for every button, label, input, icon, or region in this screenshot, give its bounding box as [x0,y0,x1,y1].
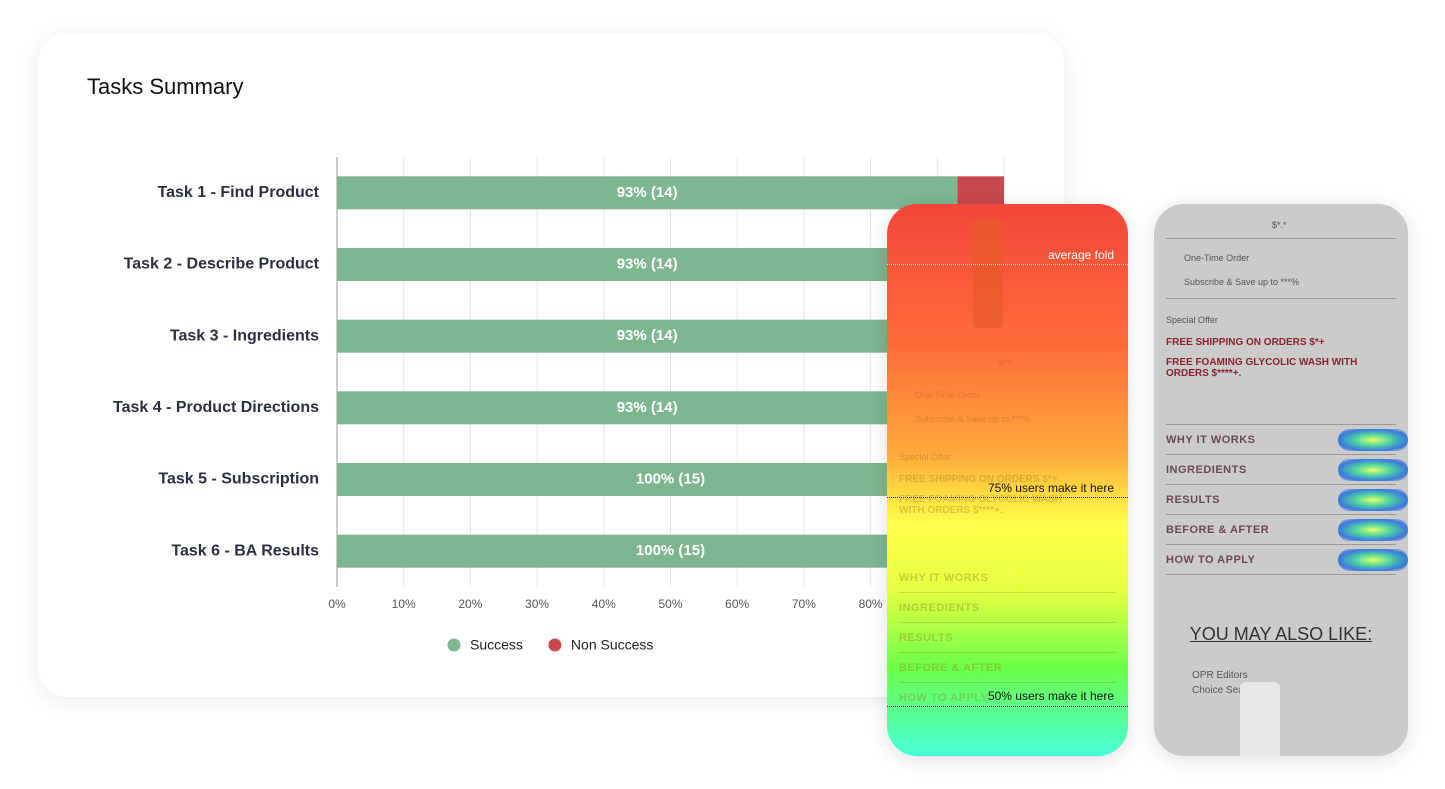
heatmap-phone: $** One-Time Order Subscribe & Save up t… [887,204,1128,756]
product-image [1240,682,1280,756]
divider [899,622,1116,623]
x-tick-label: 10% [392,597,416,611]
seal: OPR Editors Choice Seal [1192,670,1248,696]
x-tick-label: 30% [525,597,549,611]
y-tick-label: Task 5 - Subscription [158,471,319,488]
accordion-item: BEFORE & AFTER [899,662,1003,674]
legend-label: Non Success [571,637,653,653]
offer: FREE SHIPPING ON ORDERS $*+ [899,474,1058,485]
x-tick-label: 50% [658,597,682,611]
x-tick-label: 40% [592,597,616,611]
x-tick-label: 0% [328,597,346,611]
divider [1166,514,1396,515]
bar-segment [337,391,958,425]
divider [1166,484,1396,485]
bar-segment [337,248,958,281]
value-label: 93% (14) [617,327,678,344]
value-label: 100% (15) [636,470,705,487]
accordion-item: WHY IT WORKS [1166,434,1256,446]
accordion-item: BEFORE & AFTER [1166,524,1270,536]
x-tick-label: 70% [792,597,816,611]
x-tick-label: 60% [725,597,749,611]
accordion-item: INGREDIENTS [899,602,980,614]
option: Subscribe & Save up to ***% [915,414,1031,424]
fold-label: 50% users make it here [987,689,1114,703]
value-label: 93% (14) [617,184,678,201]
accordion-item: HOW TO APPLY [1166,554,1256,566]
offer: FREE FOAMING GLYCOLIC WASH WITH ORDERS $… [899,494,1062,516]
x-tick-label: 20% [458,597,482,611]
divider [1166,238,1396,239]
option: Subscribe & Save up to ***% [1184,277,1300,287]
accordion-item: WHY IT WORKS [899,572,989,584]
y-tick-label: Task 3 - Ingredients [170,327,319,344]
divider [1166,574,1396,575]
value-label: 93% (14) [617,255,678,272]
accordion-item: HOW TO APPLY [899,692,989,704]
accordion-item: INGREDIENTS [1166,464,1247,476]
fold-label: 75% users make it here [987,481,1114,495]
y-tick-label: Task 1 - Find Product [158,184,320,201]
fold-line [887,497,1128,498]
accordion-item: RESULTS [899,632,954,644]
special-offer: Special Offer [1166,315,1218,325]
value-label: 100% (15) [636,542,705,559]
x-tick-label: 80% [859,597,883,611]
divider [1166,424,1396,425]
bar-segment [337,319,958,353]
price: $*.* [1272,220,1287,230]
bar-segment [337,176,958,210]
price: $** [999,358,1012,368]
divider [899,592,1116,593]
y-tick-label: Task 4 - Product Directions [113,399,319,416]
fold-line [887,264,1128,265]
y-tick-label: Task 2 - Describe Product [124,256,320,273]
divider [1166,454,1396,455]
special-offer: Special Offer [899,452,951,462]
divider [1166,544,1396,545]
bar-segment [957,176,1004,210]
offer: FREE FOAMING GLYCOLIC WASH WITH ORDERS $… [1166,357,1358,379]
legend-swatch [447,638,461,652]
y-tick-label: Task 6 - BA Results [171,542,319,559]
offer: FREE SHIPPING ON ORDERS $*+ [1166,337,1325,348]
legend-swatch [548,638,562,652]
divider [899,652,1116,653]
option: One-Time Order [915,390,981,400]
click-blob [1338,549,1408,571]
option: One-Time Order [1184,253,1250,263]
gray-phone: $*.* One-Time Order Subscribe & Save up … [1154,204,1408,756]
legend-label: Success [470,637,523,653]
chart-title: Tasks Summary [87,74,243,99]
product-image [973,218,1003,328]
click-blob [1338,429,1408,451]
fold-line [887,706,1128,707]
fold-label: average fold [1047,248,1114,262]
click-blob [1338,519,1408,541]
click-blob [1338,489,1408,511]
value-label: 93% (14) [617,399,678,416]
accordion-item: RESULTS [1166,494,1221,506]
also-like: YOU MAY ALSO LIKE: [1189,624,1373,644]
divider [899,682,1116,683]
divider [1166,298,1396,299]
click-blob [1338,459,1408,481]
